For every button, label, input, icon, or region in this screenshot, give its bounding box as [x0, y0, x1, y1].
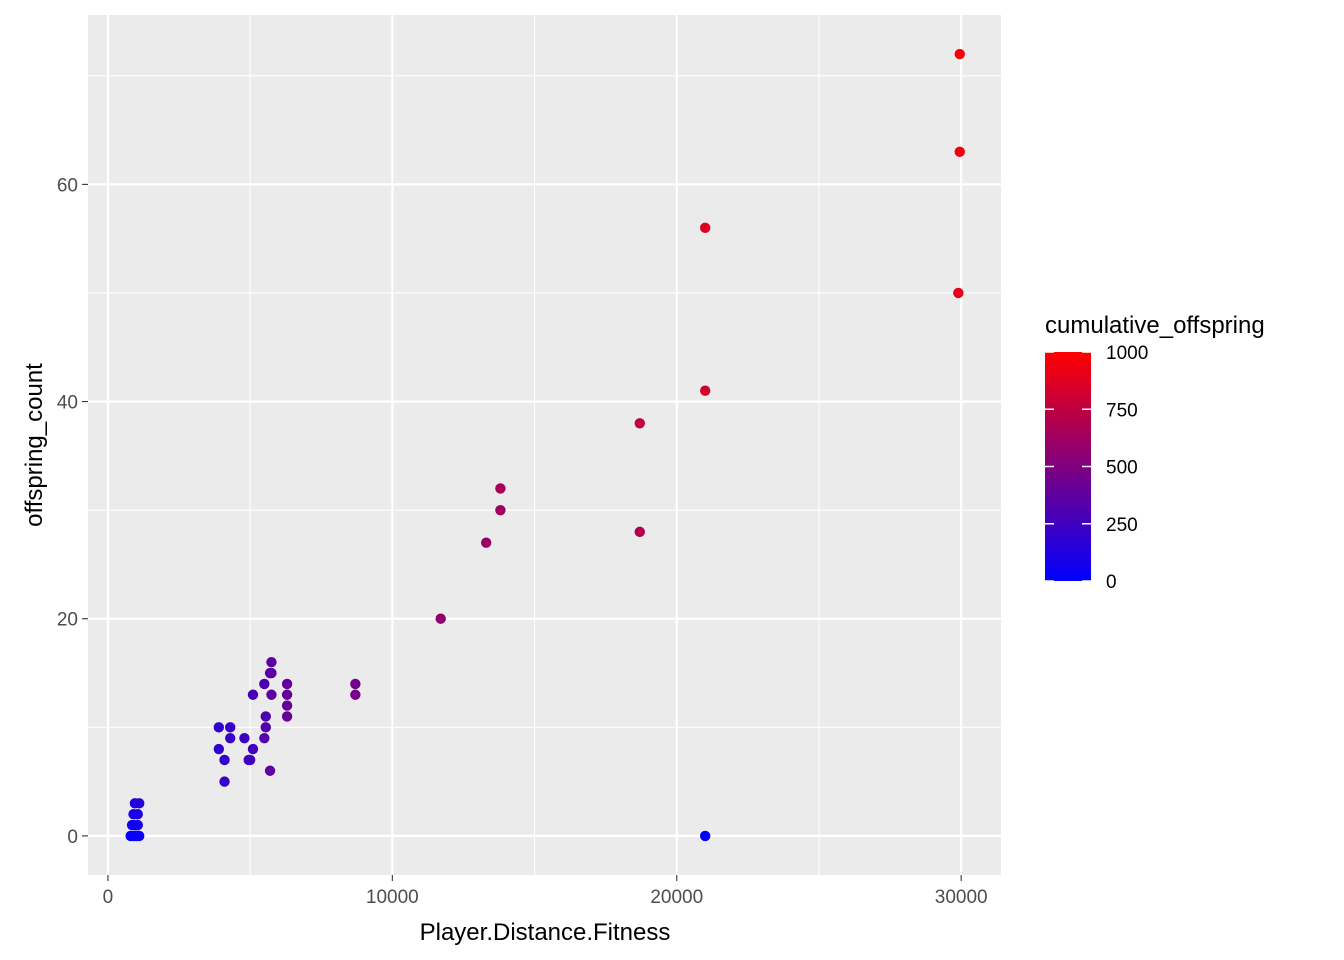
data-point — [225, 732, 236, 744]
legend-tick-label: 250 — [1106, 515, 1138, 536]
data-point — [132, 808, 143, 820]
data-point — [239, 732, 250, 744]
x-axis-title: Player.Distance.Fitness — [420, 919, 671, 946]
data-point — [259, 678, 270, 690]
data-point — [634, 526, 645, 538]
data-point — [213, 743, 225, 755]
data-point — [954, 146, 965, 158]
data-point — [219, 776, 230, 787]
data-point — [699, 222, 711, 234]
y-tick-label: 60 — [57, 175, 78, 196]
data-point — [435, 613, 446, 624]
x-tick-label: 0 — [103, 887, 114, 908]
legend-ticks: 0 250 500 750 1000 — [1045, 343, 1148, 593]
data-point — [264, 765, 276, 776]
y-tick-label: 0 — [67, 827, 78, 848]
data-point — [133, 798, 145, 809]
data-point — [495, 483, 506, 494]
data-point — [699, 830, 711, 842]
y-axis-title: offspring_count — [21, 363, 48, 527]
data-point — [281, 678, 293, 690]
data-point — [350, 689, 361, 700]
data-point — [953, 287, 964, 299]
data-point — [954, 48, 965, 60]
data-point — [133, 830, 145, 842]
data-point — [495, 504, 506, 516]
data-point — [281, 700, 293, 711]
legend-tick-label: 0 — [1106, 572, 1117, 593]
x-tick-label: 20000 — [650, 887, 703, 908]
data-point — [259, 732, 270, 744]
data-point — [281, 711, 293, 722]
legend-title: cumulative_offspring — [1045, 312, 1265, 339]
data-point — [219, 754, 230, 766]
major-gridlines — [88, 15, 1001, 875]
data-point — [281, 689, 293, 700]
data-point — [350, 678, 361, 690]
legend-tick-label: 750 — [1106, 400, 1138, 421]
plot-panel — [88, 15, 1001, 875]
data-point — [480, 537, 492, 548]
y-axis: 0 20 40 60 — [57, 175, 88, 848]
x-axis: 0 10000 20000 30000 — [103, 875, 988, 908]
y-tick-label: 20 — [57, 610, 78, 631]
data-point — [634, 418, 645, 429]
data-point — [213, 722, 225, 733]
data-points — [125, 48, 965, 842]
data-point — [225, 722, 236, 733]
data-point — [266, 689, 277, 700]
legend: cumulative_offspring 0 250 500 750 1000 — [1045, 312, 1265, 593]
data-point — [243, 754, 254, 766]
data-point — [699, 385, 711, 396]
legend-tick-label: 500 — [1106, 458, 1138, 479]
data-point — [260, 722, 271, 733]
data-point — [260, 711, 271, 722]
data-point — [132, 819, 143, 831]
data-point — [266, 656, 277, 668]
y-tick-label: 40 — [57, 393, 78, 414]
x-tick-label: 10000 — [366, 887, 419, 908]
data-point — [247, 689, 259, 700]
data-point — [247, 743, 259, 755]
minor-gridlines — [88, 15, 1001, 875]
legend-tick-label: 1000 — [1106, 343, 1148, 364]
data-point — [264, 667, 276, 679]
x-tick-label: 30000 — [935, 887, 988, 908]
